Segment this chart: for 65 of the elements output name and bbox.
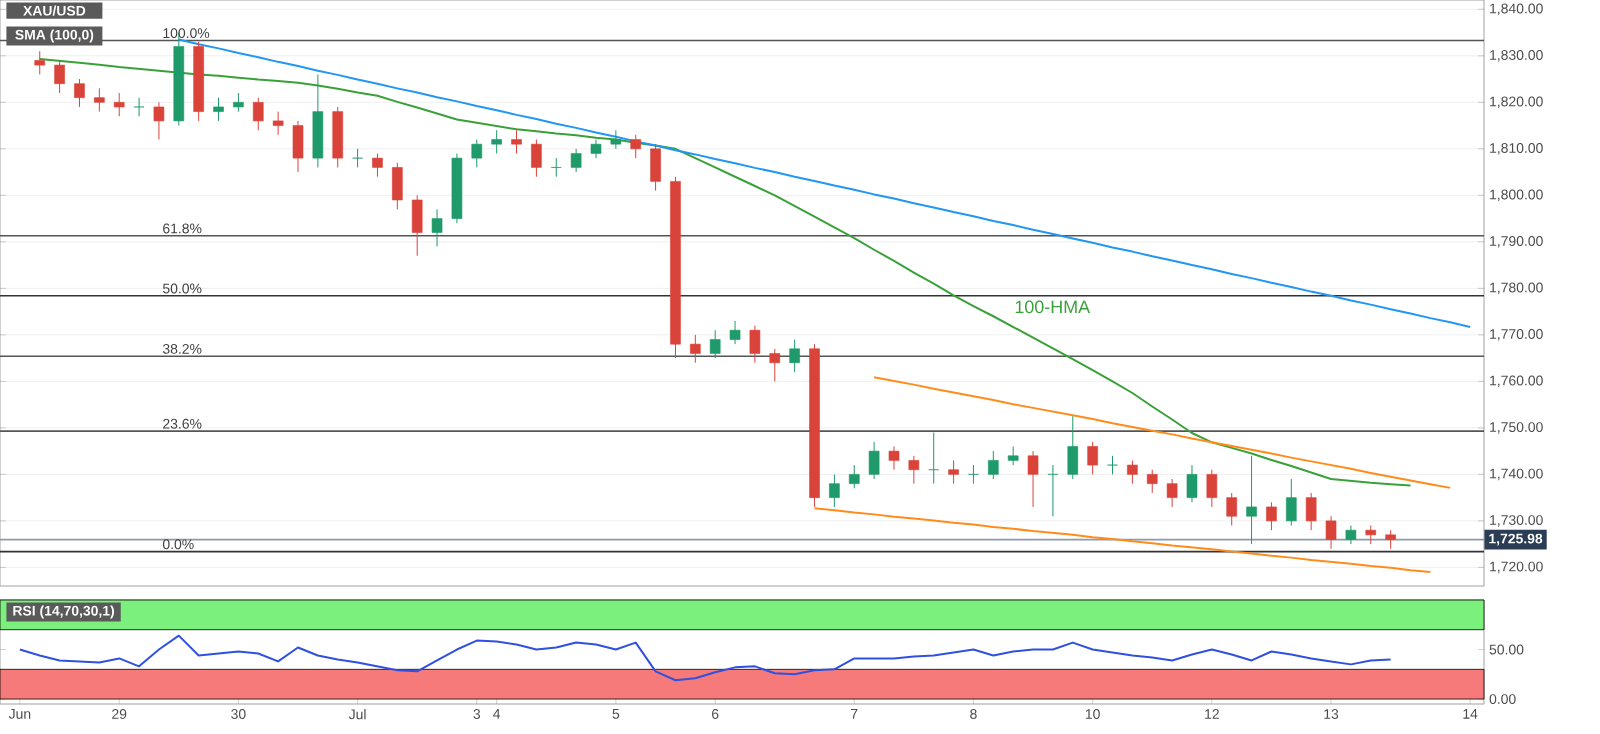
candlestick	[1286, 478, 1297, 527]
candlestick	[690, 334, 701, 364]
candlestick	[411, 194, 423, 257]
candlestick	[252, 97, 264, 131]
candlestick	[1325, 515, 1337, 550]
candlestick	[74, 78, 85, 108]
candlestick	[630, 134, 642, 159]
candlestick	[590, 139, 602, 159]
candlestick	[1345, 525, 1357, 545]
candlestick	[272, 111, 284, 136]
candlestick	[332, 106, 344, 168]
candlestick	[749, 325, 761, 364]
candlestick	[868, 441, 880, 480]
candlestick	[34, 50, 46, 75]
candlestick	[888, 445, 900, 471]
candlestick	[1007, 445, 1019, 466]
candlestick	[650, 143, 661, 192]
candlestick	[729, 320, 741, 345]
candlestick	[610, 129, 622, 150]
series-label: 100-HMA	[1015, 300, 1091, 314]
candlestick	[789, 339, 800, 373]
candlestick	[948, 459, 959, 485]
candlestick	[1385, 529, 1396, 550]
candlestick	[988, 450, 999, 480]
candlestick	[312, 73, 324, 168]
candlestick	[848, 464, 860, 489]
candlestick	[709, 329, 721, 359]
candlestick	[1246, 455, 1257, 545]
candlestick	[1206, 469, 1218, 508]
candlestick	[1226, 492, 1238, 527]
candlestick	[908, 455, 920, 485]
candlestick	[372, 152, 383, 178]
candlestick	[1067, 415, 1079, 480]
candlestick	[491, 129, 502, 154]
candlestick	[928, 432, 940, 485]
candlestick	[431, 208, 443, 247]
candlestick	[292, 120, 304, 173]
candlestick	[550, 157, 562, 178]
candlestick	[1127, 459, 1138, 485]
candlestick	[511, 129, 522, 154]
candlestick	[213, 97, 224, 122]
candlestick	[968, 464, 979, 485]
candlestick	[570, 148, 582, 173]
candlestick	[1266, 501, 1277, 531]
candlestick	[1305, 492, 1317, 531]
candlestick	[531, 139, 542, 178]
candlestick	[1087, 441, 1098, 475]
candlestick	[352, 148, 363, 168]
candlestick	[233, 92, 244, 113]
candlestick	[769, 348, 781, 382]
candlestick	[1146, 469, 1158, 494]
candlestick	[94, 87, 105, 113]
candlestick	[54, 59, 65, 94]
candlestick	[1365, 525, 1377, 545]
candlestick	[1186, 464, 1198, 503]
candlestick	[1107, 455, 1118, 475]
candlestick	[113, 92, 125, 117]
candlestick	[133, 97, 145, 117]
candlestick	[1027, 450, 1039, 508]
candlestick	[1047, 464, 1059, 517]
candlestick	[471, 139, 483, 168]
candlestick	[153, 101, 165, 141]
candlestick	[392, 162, 403, 210]
candlestick	[1166, 478, 1178, 508]
candlestick	[829, 473, 840, 508]
